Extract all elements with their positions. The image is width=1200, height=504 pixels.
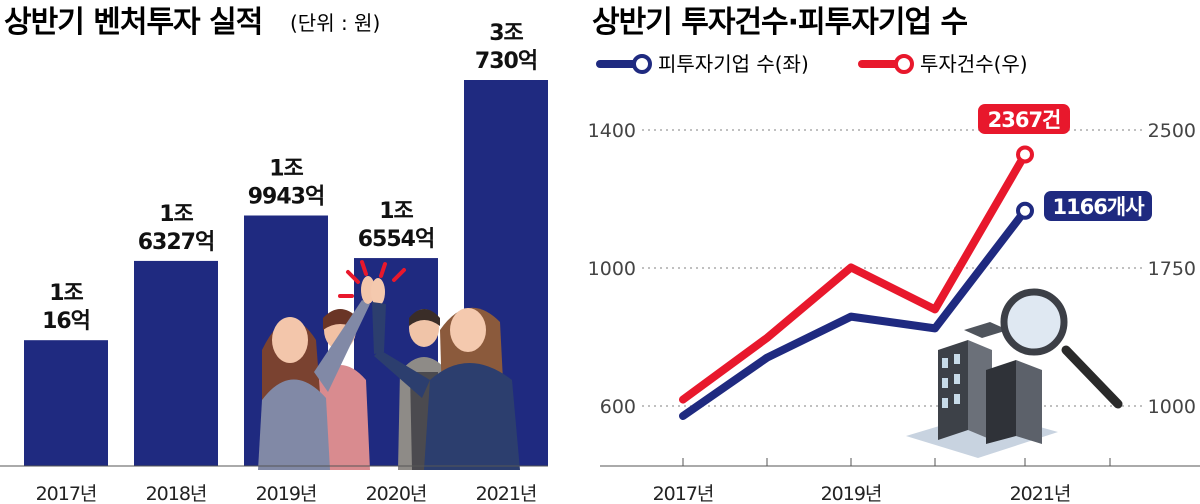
series-line-companies bbox=[679, 206, 1029, 421]
left-axis-tick: 1400 bbox=[588, 120, 636, 142]
legend-marker-companies bbox=[632, 54, 652, 74]
bar-value-label: 1조 bbox=[159, 202, 193, 227]
x-axis-label: 2019년 bbox=[821, 483, 882, 504]
callout-investments-box bbox=[978, 104, 1070, 134]
legend-label-companies: 피투자기업 수(좌) bbox=[658, 52, 809, 76]
legend-marker-investments bbox=[894, 54, 914, 74]
legend-item-companies: 피투자기업 수(좌) bbox=[596, 52, 809, 76]
callout-companies: 1166개사 bbox=[1044, 191, 1152, 221]
bar-value-label: 9943억 bbox=[248, 184, 324, 209]
series-line-investments bbox=[679, 150, 1029, 404]
callout-companies-box bbox=[1044, 191, 1152, 221]
bar-value-label: 1조 bbox=[269, 156, 303, 181]
right-axis-tick: 1750 bbox=[1148, 258, 1196, 280]
bar-value-label: 6327억 bbox=[138, 230, 214, 255]
callout-investments: 2367건 bbox=[978, 104, 1070, 134]
bar bbox=[134, 260, 218, 466]
line-chart-title: 상반기 투자건수·피투자기업 수 bbox=[592, 5, 967, 40]
x-axis-label: 2021년 bbox=[1010, 483, 1071, 504]
bar-value-label: 1조 bbox=[49, 281, 83, 306]
bar-category-label: 2017년 bbox=[36, 483, 97, 504]
x-axis-label: 2017년 bbox=[653, 483, 714, 504]
left-axis-tick: 1000 bbox=[588, 258, 636, 280]
building-magnifier-illustration bbox=[906, 288, 1123, 458]
bar-chart-title: 상반기 벤처투자 실적 bbox=[4, 5, 262, 40]
bar-category-label: 2021년 bbox=[476, 483, 537, 504]
bar-value-label: 1조 bbox=[379, 199, 413, 224]
legend-item-investments: 투자건수(우) bbox=[858, 52, 1028, 76]
callout-companies-label: 1166개사 bbox=[1052, 195, 1145, 219]
team-highfive-illustration bbox=[258, 260, 520, 470]
bar-value-label: 6554억 bbox=[358, 227, 434, 252]
bar-value-label: 3조 bbox=[489, 21, 523, 46]
bar-chart-unit: (단위 : 원) bbox=[290, 11, 380, 35]
left-axis-tick: 600 bbox=[600, 396, 636, 418]
bar-value-label: 16억 bbox=[42, 309, 90, 334]
legend-label-investments: 투자건수(우) bbox=[920, 52, 1028, 76]
bar bbox=[24, 340, 108, 466]
right-axis-tick: 1000 bbox=[1148, 396, 1196, 418]
right-axis-tick: 2500 bbox=[1148, 120, 1196, 142]
bar-category-label: 2018년 bbox=[146, 483, 207, 504]
callout-investments-label: 2367건 bbox=[988, 108, 1061, 132]
end-marker-investments bbox=[1016, 145, 1034, 164]
bar-category-label: 2019년 bbox=[256, 483, 317, 504]
line-chart: 2017년 2019년 2021년 2367건 1166개사 bbox=[653, 104, 1152, 504]
line-chart-grid bbox=[642, 129, 1145, 407]
bar-category-label: 2020년 bbox=[366, 483, 427, 504]
end-marker-companies bbox=[1016, 201, 1034, 220]
bar-value-label: 730억 bbox=[475, 49, 537, 74]
